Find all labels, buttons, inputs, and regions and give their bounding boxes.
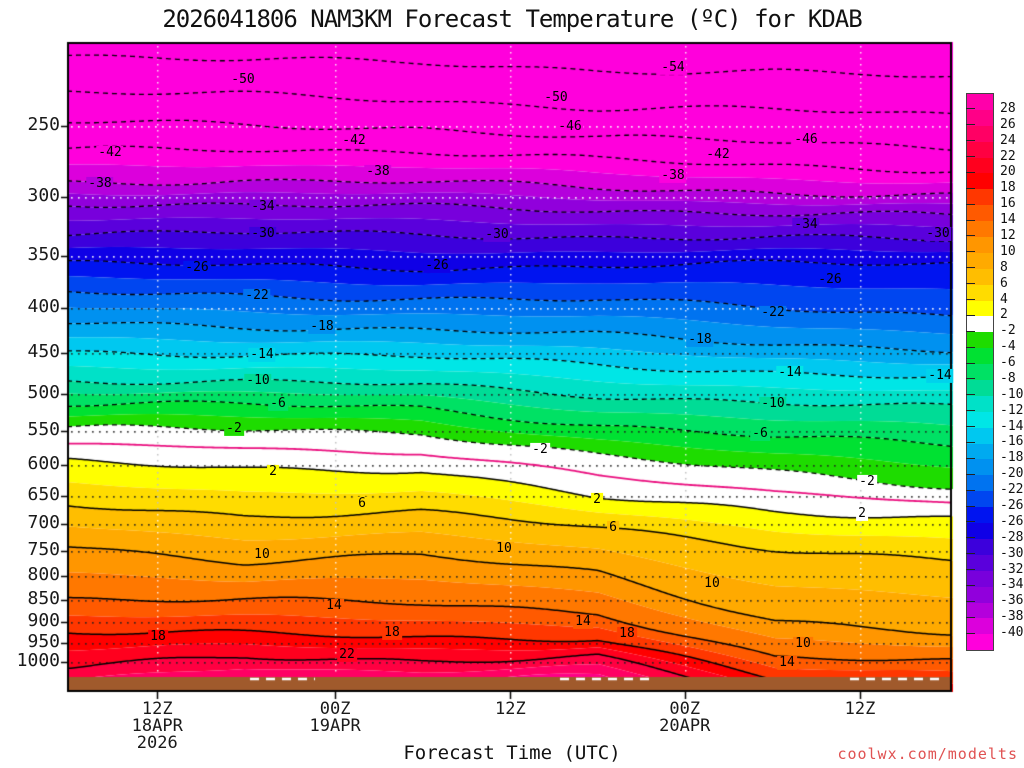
watermark-link[interactable]: coolwx.com/modelts [837,745,1018,763]
x-axis-title: Forecast Time (UTC) [403,742,621,764]
